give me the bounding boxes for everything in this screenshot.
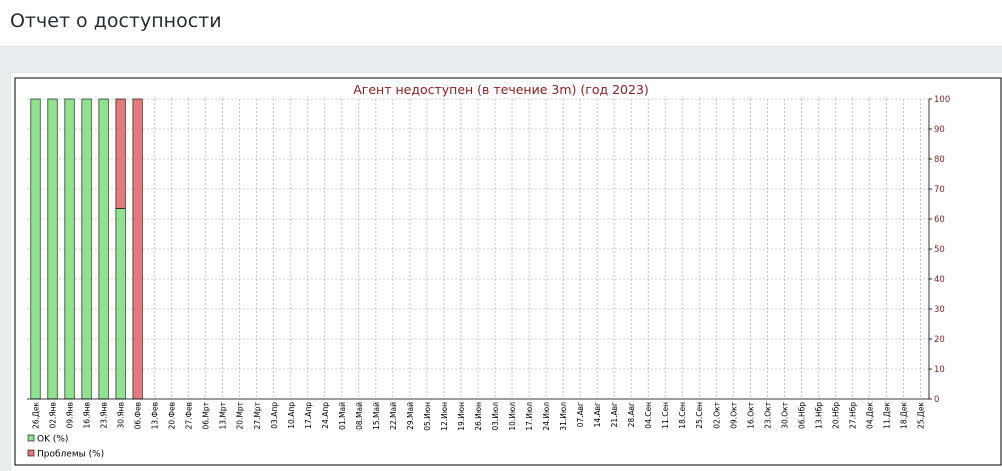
xtick-label: 03.Июл: [491, 402, 500, 431]
xtick-label: 10.Июл: [508, 402, 517, 431]
xtick-label: 02.Окт: [712, 401, 721, 428]
xtick-label: 27.Мрт: [253, 401, 262, 429]
legend: OK (%) Проблемы (%): [27, 434, 104, 460]
xtick-label: 17.Июл: [525, 402, 534, 431]
xtick-label: 31.Июл: [559, 402, 568, 431]
page-title: Отчет о доступности: [10, 10, 222, 32]
ytick-label: 30: [934, 305, 945, 315]
xtick-label: 30.Окт: [780, 401, 789, 428]
xtick-label: 17.Апр: [304, 402, 313, 429]
xtick-label: 13.Фев: [151, 402, 160, 429]
xtick-label: 13.Нбр: [814, 402, 823, 429]
xtick-label: 20.Нбр: [831, 402, 840, 429]
xtick-label: 14.Авг: [593, 402, 602, 427]
xtick-label: 20.Фев: [168, 402, 177, 429]
x-axis: 26.Дек 02.Янв 09.Янв 16.Янв 23.Янв 30.Янв 06.Ф…: [27, 398, 929, 431]
ytick-label: 0: [934, 395, 939, 405]
chart-bars: [30, 98, 143, 400]
xtick-label: 04.Дек: [865, 402, 874, 429]
chart-panel: 0 10 20 30 40 50 60 70 80 90 100 26.Дек 02.Янв 09.Ян…: [10, 72, 1002, 471]
xtick-label: 09.Окт: [729, 401, 738, 428]
ytick-label: 20: [934, 335, 945, 345]
xtick-label: 19.Июн: [457, 402, 466, 431]
chart-frame: [14, 77, 1002, 466]
xtick-label: 01.Май: [338, 402, 347, 430]
bar-problems: [132, 98, 143, 400]
xtick-label: 20.Мрт: [236, 401, 245, 429]
xtick-label: 02.Янв: [49, 402, 58, 428]
bar-ok: [64, 98, 75, 400]
xtick-label: 24.Апр: [321, 402, 330, 429]
xtick-label: 27.Фев: [185, 402, 194, 429]
xtick-label: 06.Фев: [134, 402, 143, 429]
bar-ok: [115, 208, 126, 400]
availability-chart: 0 10 20 30 40 50 60 70 80 90 100 26.Дек 02.Янв 09.Ян…: [14, 77, 1002, 466]
legend-swatch-problems: [27, 449, 35, 457]
xtick-label: 16.Янв: [83, 402, 92, 428]
xtick-label: 06.Мрт: [202, 401, 211, 429]
page-header: Отчет о доступности: [0, 0, 1002, 47]
xtick-label: 04.Сен: [644, 402, 653, 429]
xtick-label: 27.Нбр: [848, 402, 857, 429]
bar-ok: [47, 98, 58, 400]
xtick-label: 12.Июн: [440, 402, 449, 431]
xtick-label: 26.Дек: [32, 402, 41, 429]
xtick-label: 22.Май: [389, 402, 398, 430]
xtick-label: 30.Янв: [117, 402, 126, 428]
xtick-label: 16.Окт: [746, 401, 755, 428]
ytick-label: 90: [934, 125, 945, 135]
xtick-label: 21.Авг: [610, 402, 619, 427]
xtick-label: 18.Сен: [678, 402, 687, 429]
xtick-label: 29.Май: [406, 402, 415, 430]
bar-ok: [81, 98, 92, 400]
ytick-label: 80: [934, 155, 945, 165]
xtick-label: 07.Авг: [576, 402, 585, 427]
xtick-label: 24.Июл: [542, 402, 551, 431]
bar-problems: [115, 98, 126, 209]
legend-label-problems: Проблемы (%): [37, 450, 104, 460]
xtick-label: 05.Июн: [423, 402, 432, 431]
chart-title: Агент недоступен (в течение 3m) (год 202…: [353, 82, 649, 97]
ytick-label: 60: [934, 215, 945, 225]
xtick-label: 23.Окт: [763, 401, 772, 428]
xtick-label: 23.Янв: [100, 402, 109, 428]
xtick-label: 28.Авг: [627, 402, 636, 427]
xtick-label: 25.Дек: [916, 402, 925, 429]
xtick-label: 13.Мрт: [219, 401, 228, 429]
ytick-label: 100: [934, 95, 950, 105]
bar-ok: [30, 98, 41, 400]
xtick-label: 26.Июн: [474, 402, 483, 431]
xtick-label: 09.Янв: [66, 402, 75, 428]
ytick-label: 10: [934, 365, 945, 375]
y-axis: 0 10 20 30 40 50 60 70 80 90 100: [928, 95, 950, 405]
xtick-label: 25.Сен: [695, 402, 704, 429]
xtick-label: 15.Май: [372, 402, 381, 430]
ytick-label: 50: [934, 245, 945, 255]
ytick-label: 40: [934, 275, 945, 285]
legend-label-ok: OK (%): [37, 435, 68, 445]
ytick-label: 70: [934, 185, 945, 195]
xtick-label: 11.Сен: [661, 402, 670, 429]
xtick-label: 18.Дек: [899, 402, 908, 429]
legend-swatch-ok: [27, 434, 35, 442]
xtick-label: 08.Май: [355, 402, 364, 430]
xtick-label: 03.Апр: [270, 402, 279, 429]
xtick-label: 11.Дек: [882, 402, 891, 429]
bar-ok: [98, 98, 109, 400]
xtick-label: 10.Апр: [287, 402, 296, 429]
xtick-label: 06.Нбр: [797, 402, 806, 429]
